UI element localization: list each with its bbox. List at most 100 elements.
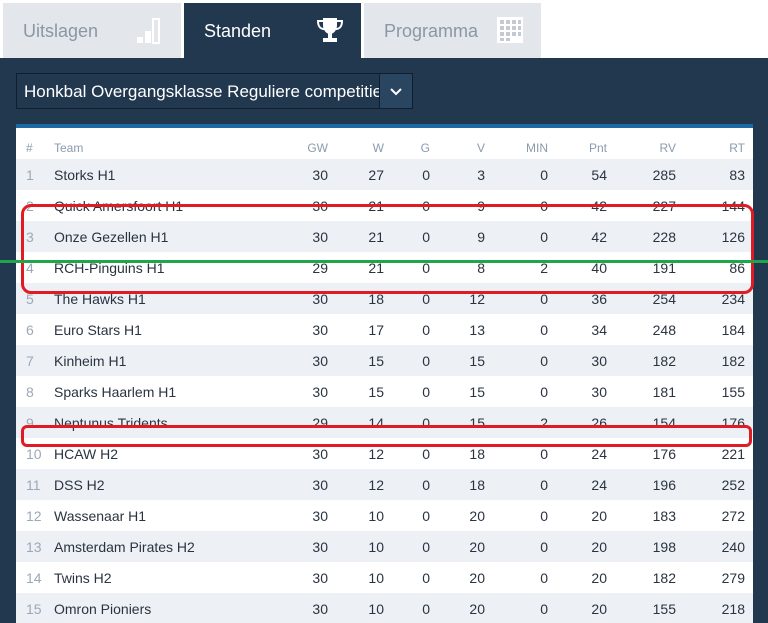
cell-pnt: 34 — [591, 322, 607, 338]
cell-v: 9 — [477, 229, 485, 245]
cell-pnt: 20 — [591, 508, 607, 524]
tab-uitslagen[interactable]: Uitslagen — [3, 3, 181, 58]
table-row: 4 RCH-Pinguins H1 29 21 0 8 2 40 191 86 — [16, 252, 753, 283]
table-row: 1 Storks H1 30 27 0 3 0 54 285 83 — [16, 159, 753, 190]
cell-v: 9 — [477, 198, 485, 214]
cell-team: HCAW H2 — [54, 446, 119, 462]
cell-v: 20 — [469, 539, 485, 555]
cell-pnt: 20 — [591, 570, 607, 586]
cell-rt: 234 — [721, 291, 745, 307]
tab-uitslagen-label: Uitslagen — [23, 21, 99, 41]
cell-min: 2 — [540, 415, 548, 431]
table-row: 11 DSS H2 30 12 0 18 0 24 196 252 — [16, 469, 753, 500]
cell-rt: 155 — [721, 384, 745, 400]
cell-g: 0 — [422, 322, 430, 338]
standings-table: # Team GW W G V MIN Pnt RV RT 1 Storks H1… — [16, 124, 753, 623]
cell-v: 13 — [469, 322, 485, 338]
table-row: 2 Quick Amersfoort H1 30 21 0 9 0 42 227 144 — [16, 190, 753, 221]
cell-pnt: 30 — [591, 384, 607, 400]
cell-rt: 279 — [721, 570, 745, 586]
competition-select[interactable]: Honkbal Overgangsklasse Reguliere compet… — [16, 73, 413, 109]
cell-team: Storks H1 — [54, 167, 116, 183]
cell-position: 13 — [26, 539, 42, 555]
table-row: 12 Wassenaar H1 30 10 0 20 0 20 183 272 — [16, 500, 753, 531]
standings-panel: Honkbal Overgangsklasse Reguliere compet… — [0, 58, 768, 623]
cell-w: 12 — [368, 446, 384, 462]
cell-rt: 272 — [721, 508, 745, 524]
cell-gw: 30 — [312, 539, 328, 555]
cell-team: The Hawks H1 — [54, 291, 146, 307]
cell-min: 0 — [540, 322, 548, 338]
cell-g: 0 — [422, 446, 430, 462]
cell-team: Quick Amersfoort H1 — [54, 198, 184, 214]
cell-gw: 30 — [312, 291, 328, 307]
cell-rv: 285 — [652, 167, 676, 183]
cell-rv: 254 — [652, 291, 676, 307]
cell-g: 0 — [422, 291, 430, 307]
cell-rt: 221 — [721, 446, 745, 462]
cell-team: Kinheim H1 — [54, 353, 127, 369]
cell-gw: 30 — [312, 601, 328, 617]
cell-v: 18 — [469, 477, 485, 493]
header-min: MIN — [526, 141, 548, 155]
cell-position: 10 — [26, 446, 42, 462]
cell-w: 27 — [368, 167, 384, 183]
header-position: # — [26, 141, 33, 155]
tab-programma[interactable]: Programma — [364, 3, 541, 58]
cell-rv: 248 — [652, 322, 676, 338]
cell-pnt: 24 — [591, 446, 607, 462]
cell-rt: 184 — [721, 322, 745, 338]
cell-position: 9 — [26, 415, 34, 431]
cell-v: 15 — [469, 353, 485, 369]
cell-g: 0 — [422, 508, 430, 524]
table-row: 3 Onze Gezellen H1 30 21 0 9 0 42 228 126 — [16, 221, 753, 252]
cell-g: 0 — [422, 229, 430, 245]
competition-select-toggle[interactable] — [379, 74, 412, 108]
header-rv: RV — [659, 141, 676, 155]
table-row: 13 Amsterdam Pirates H2 30 10 0 20 0 20 198 240 — [16, 531, 753, 562]
cell-w: 10 — [368, 539, 384, 555]
cell-rv: 198 — [652, 539, 676, 555]
cell-rt: 144 — [721, 198, 745, 214]
cell-rv: 182 — [652, 570, 676, 586]
cell-team: Wassenaar H1 — [54, 508, 147, 524]
cell-position: 4 — [26, 260, 34, 276]
cell-rv: 181 — [652, 384, 676, 400]
header-team: Team — [54, 141, 84, 155]
cell-pnt: 42 — [591, 198, 607, 214]
cell-g: 0 — [422, 601, 430, 617]
cell-min: 0 — [540, 477, 548, 493]
cell-min: 0 — [540, 508, 548, 524]
cell-min: 0 — [540, 198, 548, 214]
cell-rt: 218 — [721, 601, 745, 617]
cell-pnt: 20 — [591, 601, 607, 617]
table-row: 5 The Hawks H1 30 18 0 12 0 36 254 234 — [16, 283, 753, 314]
cell-gw: 30 — [312, 229, 328, 245]
cell-team: Sparks Haarlem H1 — [54, 384, 177, 400]
cell-w: 10 — [368, 508, 384, 524]
header-w: W — [372, 141, 384, 155]
cell-v: 15 — [469, 415, 485, 431]
cell-pnt: 30 — [591, 353, 607, 369]
cell-rt: 176 — [721, 415, 745, 431]
cell-v: 20 — [469, 601, 485, 617]
cell-gw: 29 — [312, 415, 328, 431]
table-row: 6 Euro Stars H1 30 17 0 13 0 34 248 184 — [16, 314, 753, 345]
cell-min: 0 — [540, 291, 548, 307]
cell-position: 7 — [26, 353, 34, 369]
cell-rv: 154 — [652, 415, 676, 431]
cell-min: 0 — [540, 539, 548, 555]
tab-standen[interactable]: Standen — [184, 3, 361, 58]
cell-rv: 182 — [652, 353, 676, 369]
table-row: 9 Neptunus Tridents 29 14 0 15 2 26 154 176 — [16, 407, 753, 438]
cell-team: RCH-Pinguins H1 — [54, 260, 165, 276]
cell-team: Euro Stars H1 — [54, 322, 142, 338]
cell-position: 1 — [26, 167, 34, 183]
cell-pnt: 26 — [591, 415, 607, 431]
cell-w: 21 — [368, 260, 384, 276]
cell-min: 0 — [540, 384, 548, 400]
cell-position: 15 — [26, 601, 42, 617]
cell-position: 14 — [26, 570, 42, 586]
cell-rv: 227 — [652, 198, 676, 214]
cell-rv: 183 — [652, 508, 676, 524]
